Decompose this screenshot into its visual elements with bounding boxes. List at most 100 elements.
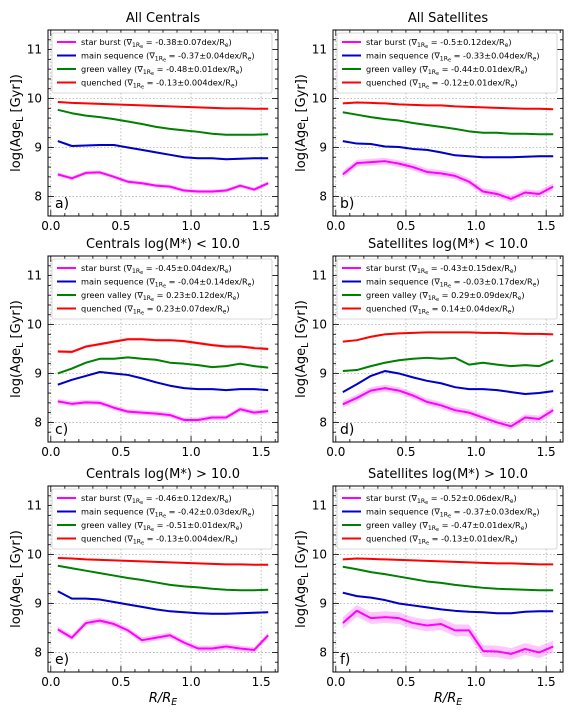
y-tick-label: 8 (34, 189, 42, 203)
legend-label: green valley (∇1Re​ = 0.23±0.12dex/Re​) (81, 290, 240, 303)
x-axis-label: R/RE​ (149, 691, 177, 708)
y-axis-label: log(AgeL​ [Gyr]) (294, 300, 311, 398)
legend-box (336, 32, 558, 94)
panel-letter: a) (55, 196, 69, 212)
series-line-1 (57, 590, 269, 615)
series-line-2 (342, 111, 554, 136)
x-tick-label: 0.0 (41, 445, 60, 459)
series-band-1 (342, 140, 554, 159)
legend-label: star burst (∇1Re​ = -0.43±0.15dex/Re​) (366, 263, 517, 276)
series-line-2 (57, 564, 269, 592)
x-tick-label: 1.0 (467, 219, 486, 233)
x-tick-label: 0.5 (396, 219, 415, 233)
legend-label: green valley (∇1Re​ = -0.44±0.01dex/Re​) (366, 64, 528, 77)
series-line-3 (342, 331, 554, 343)
panel-title: All Satellites (408, 11, 488, 26)
x-tick-label: 0.0 (326, 675, 345, 689)
series-line-1 (57, 140, 269, 161)
y-axis-label: log(AgeL​ [Gyr]) (294, 74, 311, 172)
legend-label: star burst (∇1Re​ = -0.5±0.12dex/Re​) (366, 37, 512, 50)
legend-box (51, 32, 273, 94)
y-tick-label: 9 (319, 140, 327, 154)
legend-box (336, 488, 558, 550)
series-line-0 (57, 619, 269, 651)
series-line-1 (342, 591, 554, 615)
x-tick-label: 0.5 (111, 445, 130, 459)
legend-label: main sequence (∇1Re​ = -0.04±0.14dex/Re​… (81, 277, 255, 290)
series-band-2 (57, 109, 269, 136)
y-tick-label: 11 (27, 499, 42, 513)
series-band-2 (342, 566, 554, 591)
legend: star burst (∇1Re​ = -0.46±0.12dex/Re​)ma… (51, 488, 273, 550)
legend-label: star burst (∇1Re​ = -0.38±0.07dex/Re​) (81, 37, 232, 50)
series-line-2 (342, 565, 554, 592)
series-line-0 (342, 160, 554, 200)
y-tick-label: 9 (319, 596, 327, 610)
legend-label: main sequence (∇1Re​ = -0.33±0.04dex/Re​… (366, 51, 540, 64)
y-tick-label: 10 (27, 548, 42, 562)
series-band-0 (57, 617, 269, 653)
axes-frame (47, 255, 279, 443)
legend-label: star burst (∇1Re​ = -0.52±0.06dex/Re​) (366, 493, 517, 506)
series-line-3 (57, 100, 269, 110)
y-tick-label: 10 (27, 318, 42, 332)
x-tick-label: 1.0 (182, 675, 201, 689)
y-tick-label: 11 (27, 269, 42, 283)
panel-letter: b) (340, 196, 354, 212)
x-tick-label: 1.0 (182, 219, 201, 233)
series-line-2 (342, 356, 554, 373)
y-tick-label: 8 (319, 645, 327, 659)
series-band-2 (57, 565, 269, 591)
legend: star burst (∇1Re​ = -0.38±0.07dex/Re​)ma… (51, 32, 273, 94)
y-tick-label: 11 (312, 499, 327, 513)
legend-label: quenched (∇1Re​ = 0.14±0.04dex/Re​) (366, 304, 515, 317)
y-tick-label: 10 (27, 92, 42, 106)
series-line-3 (342, 101, 554, 111)
axes-frame (47, 485, 279, 673)
series-line-3 (57, 556, 269, 566)
y-axis-label: log(AgeL​ [Gyr]) (9, 300, 26, 398)
x-tick-label: 1.5 (252, 445, 271, 459)
panel-title: Centrals log(M*) > 10.0 (86, 467, 240, 482)
series-line-0 (342, 387, 554, 428)
y-tick-label: 11 (312, 269, 327, 283)
legend-label: green valley (∇1Re​ = -0.51±0.01dex/Re​) (81, 520, 243, 533)
axes-frame (332, 485, 564, 673)
series-line-0 (57, 171, 269, 193)
panel-f: Satellites log(M*) > 10.0 0.0 0.5 1.0 1.5 8 9 1… (294, 467, 564, 708)
series-line-3 (57, 338, 269, 353)
series-band-2 (342, 111, 554, 135)
panel-title: Centrals log(M*) < 10.0 (86, 237, 240, 252)
series-line-0 (342, 609, 554, 655)
series-line-3 (342, 557, 554, 566)
x-tick-label: 1.0 (467, 675, 486, 689)
y-tick-label: 10 (312, 92, 327, 106)
legend-label: green valley (∇1Re​ = -0.48±0.01dex/Re​) (81, 64, 243, 77)
legend-label: main sequence (∇1Re​ = -0.42±0.03dex/Re​… (81, 507, 255, 520)
axes-frame (332, 255, 564, 443)
x-tick-label: 0.5 (396, 675, 415, 689)
y-tick-label: 11 (27, 43, 42, 57)
panel-letter: c) (55, 422, 68, 438)
panel-letter: e) (55, 652, 69, 668)
legend: star burst (∇1Re​ = -0.43±0.15dex/Re​)ma… (336, 258, 558, 320)
y-tick-label: 8 (319, 415, 327, 429)
series-line-1 (342, 370, 554, 396)
legend-box (51, 488, 273, 550)
legend-label: main sequence (∇1Re​ = -0.37±0.04dex/Re​… (81, 51, 255, 64)
x-tick-label: 1.5 (252, 675, 271, 689)
panel-letter: f) (340, 652, 350, 668)
legend-label: quenched (∇1Re​ = 0.23±0.07dex/Re​) (81, 304, 230, 317)
legend-label: star burst (∇1Re​ = -0.46±0.12dex/Re​) (81, 493, 232, 506)
y-axis-label: log(AgeL​ [Gyr]) (294, 530, 311, 628)
y-tick-label: 9 (34, 140, 42, 154)
panel-letter: d) (340, 422, 354, 438)
y-tick-label: 10 (312, 548, 327, 562)
panel-c: Centrals log(M*) < 10.0 0.0 0.5 1.0 1.5 8 9 10 1… (9, 237, 279, 459)
panel-b: All Satellites 0.0 0.5 1.0 1.5 8 9 10 11 log(AgeL… (294, 11, 564, 233)
legend-label: quenched (∇1Re​ = -0.13±0.004dex/Re​) (81, 78, 238, 91)
axes-frame (332, 29, 564, 217)
series-line-1 (342, 140, 554, 159)
y-tick-label: 8 (319, 189, 327, 203)
x-tick-label: 0.0 (41, 219, 60, 233)
